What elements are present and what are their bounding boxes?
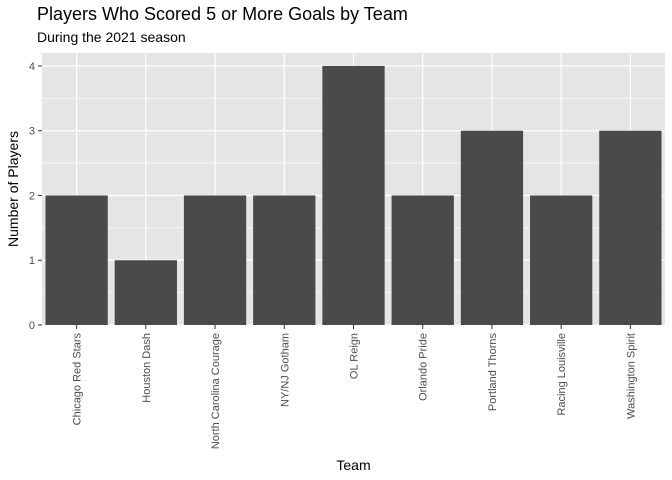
y-tick-label: 1	[29, 255, 35, 267]
x-axis: Chicago Red Stars Houston Dash North Carol…	[72, 325, 637, 449]
bar	[45, 195, 108, 325]
y-axis-title: Number of Players	[5, 131, 21, 247]
bar	[183, 195, 247, 325]
x-tick-label: North Carolina Courage	[210, 333, 222, 449]
x-tick-label: OL Reign	[349, 333, 361, 379]
bar	[599, 130, 662, 325]
x-tick-label: Houston Dash	[141, 333, 153, 403]
y-tick-label: 3	[29, 126, 35, 138]
bar	[391, 195, 454, 325]
bars	[45, 65, 662, 325]
y-axis: 0 1 2 3 4	[29, 61, 42, 332]
bar	[114, 260, 177, 325]
x-tick-label: Washington Spirit	[625, 333, 637, 419]
chart-subtitle: During the 2021 season	[37, 29, 186, 45]
y-tick-label: 0	[29, 320, 35, 332]
bar	[530, 195, 593, 325]
x-tick-label: Portland Thorns	[487, 333, 499, 412]
x-tick-label: NY/NJ Gotham	[279, 333, 291, 407]
y-tick-label: 4	[29, 61, 35, 73]
bar	[460, 130, 524, 325]
bar	[322, 65, 385, 325]
x-tick-label: Orlando Pride	[418, 333, 430, 401]
x-axis-title: Team	[336, 457, 370, 473]
chart-title: Players Who Scored 5 or More Goals by Te…	[37, 4, 408, 24]
x-tick-label: Chicago Red Stars	[72, 333, 84, 426]
x-tick-label: Racing Louisville	[556, 333, 568, 416]
bar	[253, 195, 316, 325]
y-tick-label: 2	[29, 190, 35, 202]
